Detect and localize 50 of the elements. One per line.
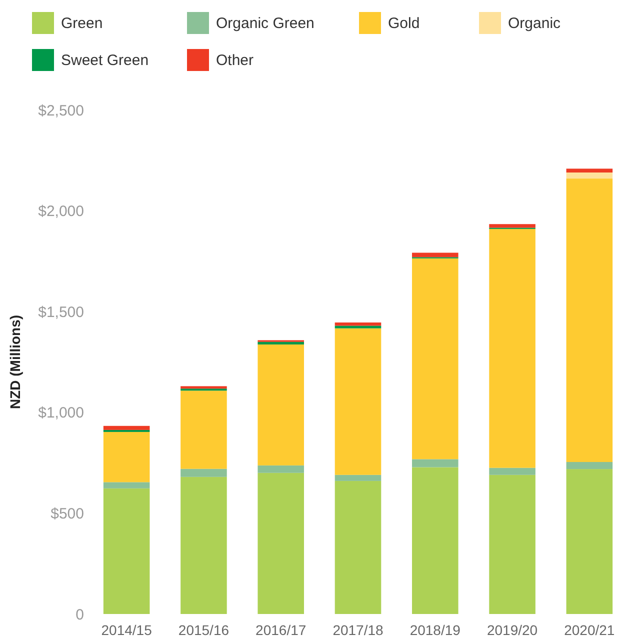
y-tick-label: $1,000 xyxy=(38,404,84,422)
bar xyxy=(412,252,458,258)
y-tick-label: $2,000 xyxy=(38,203,84,220)
bar xyxy=(412,467,458,614)
bar xyxy=(180,390,227,469)
y-axis-title: NZD (Millions) xyxy=(7,314,23,410)
bar xyxy=(412,258,458,460)
bar xyxy=(103,488,150,614)
bar xyxy=(566,462,613,470)
x-tick-label: 2019/20 xyxy=(486,622,538,638)
bar xyxy=(489,228,536,468)
legend-label: Organic Green xyxy=(216,15,314,32)
legend-label: Organic xyxy=(508,15,562,32)
x-tick-label: 2020/21 xyxy=(564,622,615,638)
bar xyxy=(489,474,536,614)
bar xyxy=(103,426,150,430)
legend-label: Other xyxy=(216,52,254,69)
x-tick-label: 2014/15 xyxy=(101,622,152,638)
bar xyxy=(103,432,150,482)
bar xyxy=(258,465,304,473)
y-tick-label: 0 xyxy=(76,606,84,624)
bar xyxy=(180,468,227,477)
bar xyxy=(566,168,613,172)
bar xyxy=(566,172,613,179)
legend-label: Green xyxy=(61,15,103,32)
bar xyxy=(334,326,382,328)
bar xyxy=(334,480,382,614)
x-tick-label: 2018/19 xyxy=(410,622,461,638)
bar xyxy=(566,469,613,614)
bar xyxy=(258,342,304,344)
bar xyxy=(334,474,382,481)
x-tick-label: 2017/18 xyxy=(332,622,384,638)
bar xyxy=(180,386,227,389)
y-tick-label: $1,500 xyxy=(38,304,84,321)
bar xyxy=(258,344,304,466)
bar xyxy=(180,476,227,614)
bar xyxy=(103,482,150,488)
legend-label: Gold xyxy=(388,15,420,32)
y-tick-label: $500 xyxy=(50,505,84,522)
bar xyxy=(334,328,382,475)
bar xyxy=(334,322,382,326)
bar xyxy=(489,224,536,228)
legend-label: Sweet Green xyxy=(61,52,149,69)
bar xyxy=(489,468,536,475)
bar xyxy=(566,178,613,462)
bar xyxy=(258,472,304,614)
x-tick-label: 2016/17 xyxy=(256,622,306,638)
y-tick-label: $2,500 xyxy=(38,102,84,120)
bar xyxy=(412,459,458,468)
x-tick-label: 2015/16 xyxy=(178,622,230,638)
